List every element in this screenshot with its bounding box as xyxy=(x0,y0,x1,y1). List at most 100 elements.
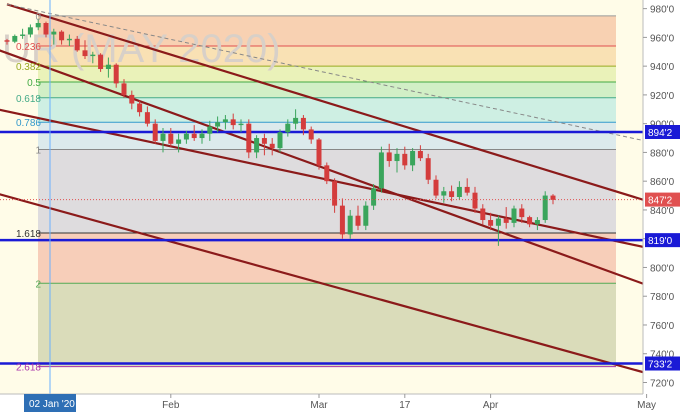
price-label-3: 733'2 xyxy=(648,360,673,371)
candle xyxy=(347,209,353,239)
candle xyxy=(82,40,88,59)
candle-body xyxy=(519,208,525,218)
candle-body xyxy=(160,133,166,141)
candle-body xyxy=(285,123,291,133)
candle-body xyxy=(51,31,57,35)
price-labels: 894'2 847'2 819'0 733'2 xyxy=(0,125,680,371)
horizontal-levels[interactable] xyxy=(0,130,643,365)
candle xyxy=(261,133,267,156)
candle-body xyxy=(308,129,314,140)
candle xyxy=(168,127,174,147)
y-tick-label: 920'0 xyxy=(650,91,675,102)
candle-body xyxy=(363,205,369,226)
price-label-1: 847'2 xyxy=(648,196,673,207)
candle xyxy=(160,127,166,153)
trend-line-1[interactable] xyxy=(0,45,680,300)
candle xyxy=(35,18,41,31)
crosshair-date-badge xyxy=(24,394,76,412)
fib-label-9: 2.618 xyxy=(16,363,41,374)
candle-body xyxy=(215,122,221,127)
candle xyxy=(222,115,228,130)
fib-zone-2 xyxy=(38,66,616,82)
candle xyxy=(129,90,135,110)
candle xyxy=(410,148,416,172)
candle xyxy=(488,212,494,231)
fib-zone-1 xyxy=(38,46,616,67)
trend-line-3[interactable] xyxy=(0,190,680,384)
candle xyxy=(98,53,104,72)
candle-body xyxy=(456,186,462,197)
candle xyxy=(308,126,314,144)
candle xyxy=(74,35,80,52)
candle xyxy=(59,30,65,45)
candle-body xyxy=(12,35,18,42)
y-tick-label: 760'0 xyxy=(650,321,675,332)
candle xyxy=(371,184,377,210)
y-tick-label: 840'0 xyxy=(650,206,675,217)
candle xyxy=(137,100,143,117)
trend-line-4[interactable] xyxy=(6,3,680,149)
candle xyxy=(199,129,205,144)
candle xyxy=(246,119,252,159)
candle xyxy=(433,175,439,199)
candle xyxy=(316,138,322,170)
candle-body xyxy=(238,123,244,126)
candle-body xyxy=(246,123,252,153)
candle xyxy=(542,191,548,223)
y-tick-label: 880'0 xyxy=(650,148,675,159)
x-tick-label: Apr xyxy=(483,400,499,411)
candle xyxy=(51,28,57,45)
candle xyxy=(191,125,197,141)
candle-body xyxy=(534,220,540,225)
candle-body xyxy=(378,152,384,189)
x-tick-label: May xyxy=(637,400,656,411)
candle-body xyxy=(137,103,143,113)
candle-body xyxy=(316,139,322,166)
fib-zone-5 xyxy=(38,122,616,150)
candle xyxy=(355,205,361,231)
candle xyxy=(363,201,369,231)
y-tick-label: 800'0 xyxy=(650,263,675,274)
candle-body xyxy=(355,215,361,226)
candle-body xyxy=(527,217,533,225)
crosshair-date-label: 02 Jan '20 xyxy=(29,399,75,410)
y-tick-label: 780'0 xyxy=(650,292,675,303)
fib-label-0: 0 xyxy=(35,12,41,23)
candle xyxy=(254,135,260,159)
candle-body xyxy=(402,153,408,166)
fib-label-6: 1 xyxy=(35,146,41,157)
candle-body xyxy=(394,153,400,162)
fib-zone-3 xyxy=(38,81,616,98)
x-axis-panel[interactable] xyxy=(0,394,680,413)
candle-body xyxy=(277,132,283,149)
candle-body xyxy=(269,143,275,149)
candle-body xyxy=(90,54,96,57)
candle-body xyxy=(495,218,501,226)
candle xyxy=(417,145,423,162)
price-label-badge-0 xyxy=(645,125,680,140)
candle-body xyxy=(129,94,135,104)
y-tick-label: 740'0 xyxy=(650,350,675,361)
fib-zone-8 xyxy=(38,283,616,367)
candle xyxy=(269,138,275,156)
candle xyxy=(402,146,408,170)
candle-body xyxy=(207,126,213,134)
candle xyxy=(238,119,244,133)
candle xyxy=(43,21,49,38)
candle-body xyxy=(472,192,478,209)
candle xyxy=(527,215,533,228)
candle xyxy=(503,207,509,229)
candle-body xyxy=(503,218,509,223)
candle xyxy=(183,130,189,144)
candle-body xyxy=(293,117,299,124)
candle xyxy=(144,106,150,127)
candle xyxy=(105,57,111,78)
candle xyxy=(230,113,236,130)
candle-body xyxy=(488,220,494,226)
candle-body xyxy=(410,150,416,166)
candle-body xyxy=(152,123,158,141)
candle xyxy=(215,116,221,133)
trend-line-0[interactable] xyxy=(6,3,680,213)
candle-body xyxy=(254,138,260,153)
